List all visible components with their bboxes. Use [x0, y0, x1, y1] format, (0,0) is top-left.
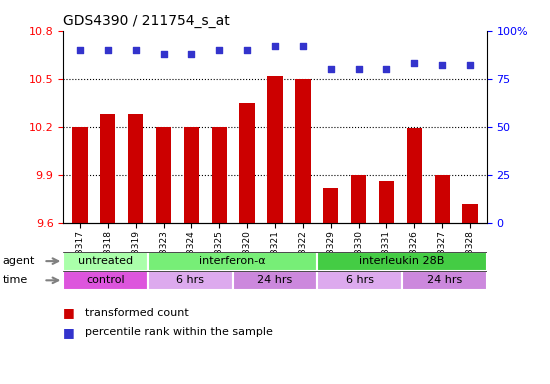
- Point: [438, 62, 447, 68]
- Bar: [406, 128, 422, 223]
- Bar: [128, 114, 144, 223]
- Point: [243, 47, 251, 53]
- Point: [187, 51, 196, 57]
- Point: [466, 62, 475, 68]
- Bar: [379, 181, 394, 223]
- Point: [410, 60, 419, 66]
- Bar: [148, 252, 317, 271]
- Text: 24 hrs: 24 hrs: [257, 275, 293, 285]
- Text: agent: agent: [3, 256, 35, 266]
- Text: GDS4390 / 211754_s_at: GDS4390 / 211754_s_at: [63, 14, 230, 28]
- Bar: [156, 127, 171, 223]
- Bar: [434, 175, 450, 223]
- Text: transformed count: transformed count: [85, 308, 189, 318]
- Text: interleukin 28B: interleukin 28B: [359, 256, 445, 266]
- Bar: [148, 271, 233, 290]
- Bar: [212, 127, 227, 223]
- Point: [354, 66, 363, 72]
- Bar: [63, 271, 148, 290]
- Point: [382, 66, 391, 72]
- Point: [326, 66, 335, 72]
- Point: [159, 51, 168, 57]
- Bar: [100, 114, 116, 223]
- Bar: [233, 271, 317, 290]
- Text: untreated: untreated: [78, 256, 133, 266]
- Bar: [351, 175, 366, 223]
- Point: [271, 43, 279, 49]
- Bar: [295, 79, 311, 223]
- Point: [75, 47, 84, 53]
- Text: time: time: [3, 275, 28, 285]
- Text: 6 hrs: 6 hrs: [177, 275, 204, 285]
- Text: 24 hrs: 24 hrs: [427, 275, 462, 285]
- Point: [299, 43, 307, 49]
- Bar: [267, 76, 283, 223]
- Text: ■: ■: [63, 326, 75, 339]
- Bar: [239, 103, 255, 223]
- Point: [103, 47, 112, 53]
- Point: [215, 47, 224, 53]
- Text: percentile rank within the sample: percentile rank within the sample: [85, 327, 273, 337]
- Bar: [72, 127, 87, 223]
- Bar: [63, 252, 148, 271]
- Point: [131, 47, 140, 53]
- Bar: [463, 204, 478, 223]
- Text: interferon-α: interferon-α: [199, 256, 266, 266]
- Bar: [323, 187, 338, 223]
- Text: ■: ■: [63, 306, 75, 319]
- Bar: [402, 271, 487, 290]
- Bar: [184, 127, 199, 223]
- Bar: [317, 271, 402, 290]
- Text: control: control: [86, 275, 125, 285]
- Bar: [317, 252, 487, 271]
- Text: 6 hrs: 6 hrs: [346, 275, 373, 285]
